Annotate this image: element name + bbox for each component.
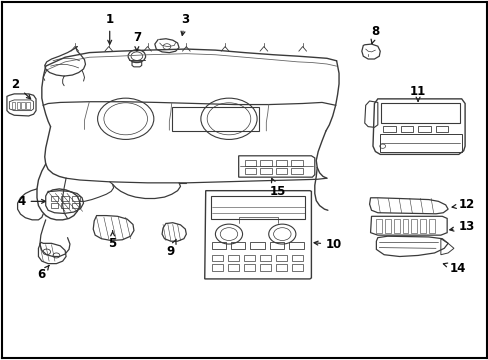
Bar [259, 264, 271, 271]
Bar [259, 255, 271, 261]
Text: 5: 5 [108, 231, 117, 250]
Bar [385, 219, 390, 233]
Bar [227, 255, 239, 261]
Bar [26, 103, 30, 109]
Bar [275, 168, 286, 174]
Bar [260, 160, 271, 166]
Bar [290, 160, 302, 166]
Bar [243, 255, 255, 261]
Bar [417, 126, 430, 132]
Bar [72, 196, 80, 201]
Text: 6: 6 [38, 265, 49, 281]
Text: 13: 13 [449, 220, 474, 234]
Bar [290, 168, 302, 174]
Bar [435, 126, 447, 132]
Bar [211, 255, 223, 261]
Text: 10: 10 [313, 238, 342, 251]
Text: 12: 12 [451, 198, 474, 211]
Bar [250, 242, 264, 249]
Bar [17, 103, 20, 109]
Bar [61, 196, 69, 201]
Bar [211, 242, 225, 249]
Bar [275, 264, 286, 271]
Bar [291, 264, 303, 271]
Bar [381, 103, 459, 123]
Bar [210, 196, 305, 219]
Bar [380, 134, 461, 152]
Bar [230, 242, 245, 249]
Bar [244, 168, 256, 174]
Bar [50, 203, 58, 208]
Bar [291, 255, 303, 261]
Text: 11: 11 [409, 85, 426, 102]
Bar [383, 126, 395, 132]
Bar [275, 160, 286, 166]
Bar [260, 168, 271, 174]
Text: 4: 4 [17, 195, 45, 208]
Bar [21, 103, 25, 109]
Bar [211, 264, 223, 271]
Text: 15: 15 [269, 179, 285, 198]
Text: 2: 2 [12, 78, 31, 99]
Bar [244, 160, 256, 166]
Text: 8: 8 [370, 25, 379, 44]
Bar [402, 219, 407, 233]
Text: 7: 7 [133, 31, 141, 51]
Bar [288, 242, 303, 249]
Bar [393, 219, 399, 233]
Bar [243, 264, 255, 271]
Text: 9: 9 [166, 239, 176, 258]
Bar [50, 196, 58, 201]
Bar [12, 103, 15, 109]
Bar [400, 126, 412, 132]
Bar [61, 203, 69, 208]
Bar [419, 219, 425, 233]
Text: 14: 14 [443, 262, 465, 275]
Text: 1: 1 [105, 13, 114, 44]
Bar [269, 242, 284, 249]
Bar [227, 264, 239, 271]
Bar [410, 219, 416, 233]
Bar [171, 107, 259, 131]
Bar [275, 255, 286, 261]
Bar [428, 219, 434, 233]
Bar [376, 219, 382, 233]
Text: 3: 3 [181, 13, 189, 35]
Bar [72, 203, 80, 208]
